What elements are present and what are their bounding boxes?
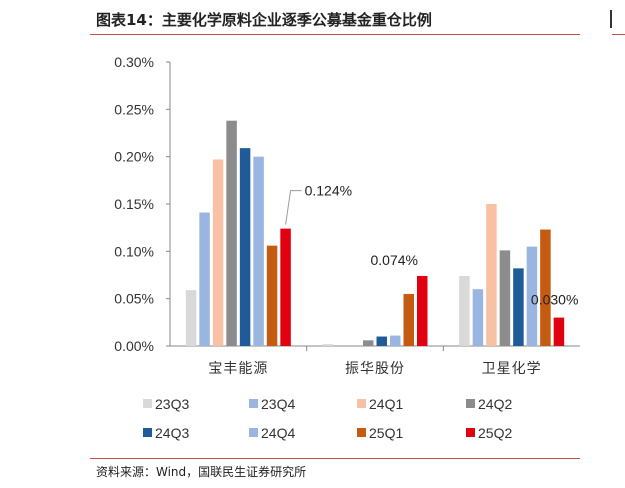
legend-swatch-24Q1 <box>357 399 366 408</box>
bar-24Q4 <box>253 156 264 346</box>
bar-24Q1 <box>212 159 224 346</box>
bar-24Q2 <box>499 250 511 346</box>
x-tick-label: 卫星化学 <box>482 361 542 377</box>
bar-25Q1 <box>266 245 278 346</box>
figure-title: 图表14：主要化学原料企业逐季公募基金重仓比例 <box>96 11 432 29</box>
legend-swatch-25Q1 <box>357 428 366 437</box>
y-tick-label: 0.00% <box>114 338 154 354</box>
y-tick-label: 0.20% <box>114 149 154 165</box>
bar-24Q4 <box>390 335 401 346</box>
legend-swatch-24Q4 <box>249 428 258 437</box>
bar-25Q1 <box>403 293 414 346</box>
legend-swatch-23Q3 <box>143 399 152 408</box>
legend-swatch-24Q3 <box>143 428 152 437</box>
title-divider <box>90 34 580 35</box>
legend-label: 25Q1 <box>369 425 403 441</box>
bar-24Q3 <box>376 336 387 346</box>
bar-23Q4 <box>472 289 484 346</box>
legend-label: 24Q3 <box>155 425 189 441</box>
bar-23Q4 <box>199 212 210 346</box>
adjacent-figure-rule <box>612 34 625 35</box>
x-tick-label: 宝丰能源 <box>208 361 268 377</box>
bar-24Q4 <box>526 246 538 346</box>
bar-25Q2 <box>417 275 428 346</box>
data-label: 0.030% <box>531 292 578 308</box>
adjacent-figure-edge <box>610 10 620 28</box>
legend-label: 25Q2 <box>478 425 512 441</box>
bar-25Q1 <box>540 229 551 346</box>
legend-label: 23Q4 <box>261 396 295 412</box>
data-label: 0.074% <box>371 252 418 268</box>
bar-23Q3 <box>459 275 470 346</box>
bar-24Q2 <box>363 340 374 346</box>
callout-leader-line <box>285 190 302 225</box>
legend-label: 23Q3 <box>155 396 189 412</box>
bar-24Q3 <box>239 148 251 346</box>
bar-25Q2 <box>553 317 565 346</box>
legend-label: 24Q1 <box>369 396 403 412</box>
y-tick-label: 0.15% <box>114 196 154 212</box>
bar-24Q3 <box>513 268 524 346</box>
legend-swatch-25Q2 <box>466 428 475 437</box>
source-note: 资料来源：Wind，国联民生证券研究所 <box>96 465 307 479</box>
bar-25Q2 <box>280 228 291 346</box>
legend-swatch-23Q4 <box>249 399 258 408</box>
y-tick-label: 0.25% <box>114 101 154 117</box>
footer-divider <box>90 458 580 459</box>
y-tick-label: 0.30% <box>114 54 154 70</box>
legend-label: 24Q4 <box>261 425 295 441</box>
bar-24Q1 <box>486 204 497 346</box>
x-tick-label: 振华股份 <box>345 361 405 377</box>
bar-24Q2 <box>226 120 237 347</box>
bar-23Q3 <box>185 290 197 346</box>
bar-23Q3 <box>322 344 333 346</box>
y-tick-label: 0.10% <box>114 243 154 259</box>
legend-label: 24Q2 <box>478 396 512 412</box>
legend-swatch-24Q2 <box>466 399 475 408</box>
data-label: 0.124% <box>305 183 352 199</box>
y-tick-label: 0.05% <box>114 291 154 307</box>
